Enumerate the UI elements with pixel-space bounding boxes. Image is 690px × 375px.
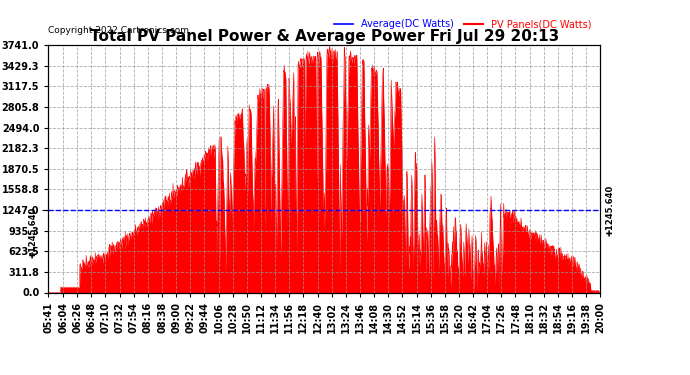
- Title: Total PV Panel Power & Average Power Fri Jul 29 20:13: Total PV Panel Power & Average Power Fri…: [90, 29, 559, 44]
- Text: Copyright 2022 Cartronics.com: Copyright 2022 Cartronics.com: [48, 26, 189, 35]
- Text: ✚1245.640: ✚1245.640: [606, 184, 615, 236]
- Legend: Average(DC Watts), PV Panels(DC Watts): Average(DC Watts), PV Panels(DC Watts): [330, 15, 595, 33]
